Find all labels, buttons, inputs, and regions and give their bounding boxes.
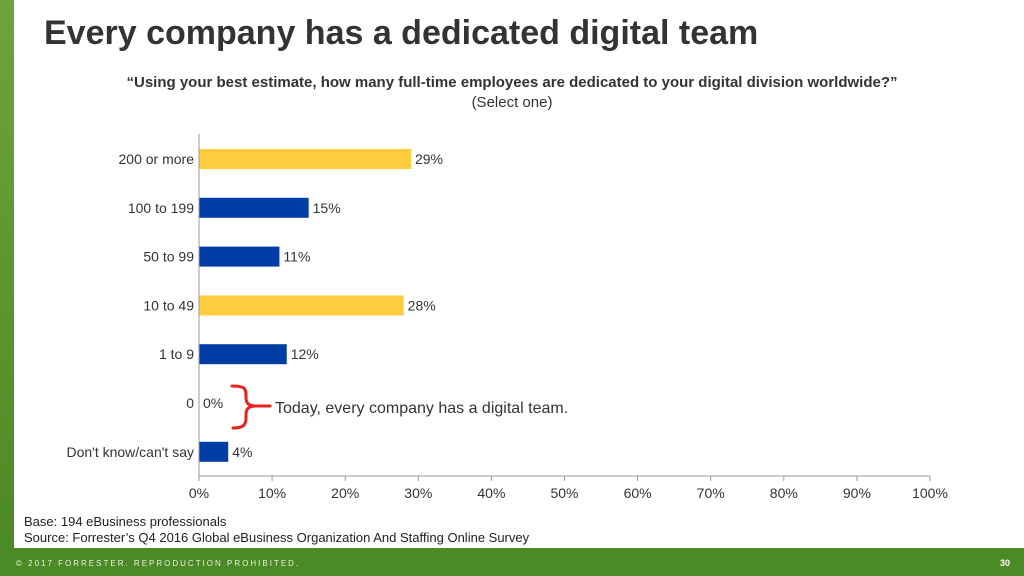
bar-4 xyxy=(199,344,287,365)
base-note: Base: 194 eBusiness professionals xyxy=(24,514,227,529)
category-label: 50 to 99 xyxy=(143,249,194,265)
footer-bar: © 2017 FORRESTER. REPRODUCTION PROHIBITE… xyxy=(0,548,1024,576)
x-tick-label: 90% xyxy=(843,485,871,501)
x-tick-label: 30% xyxy=(404,485,432,501)
value-label: 28% xyxy=(408,297,436,313)
value-label: 12% xyxy=(291,346,319,362)
category-label: 100 to 199 xyxy=(128,200,194,216)
category-label: 1 to 9 xyxy=(159,346,194,362)
category-label: 10 to 49 xyxy=(143,297,194,313)
x-tick-label: 100% xyxy=(912,485,948,501)
bar-6 xyxy=(199,441,229,462)
copyright-text: © 2017 FORRESTER. REPRODUCTION PROHIBITE… xyxy=(16,559,301,568)
page-number: 30 xyxy=(999,558,1010,568)
value-label: 4% xyxy=(232,444,252,460)
x-tick-label: 10% xyxy=(258,485,286,501)
bar-1 xyxy=(199,197,309,218)
bar-chart: 200 or more 29% 100 to 199 15% 50 to 99 11% 10… xyxy=(66,134,948,501)
category-label: Don't know/can't say xyxy=(66,444,194,460)
notes: Base: 194 eBusiness professionals Source… xyxy=(24,514,529,546)
x-tick-label: 50% xyxy=(550,485,578,501)
bars-layer xyxy=(199,149,411,462)
x-tick-label: 70% xyxy=(697,485,725,501)
left-accent-bar xyxy=(0,0,14,548)
bar-3 xyxy=(199,295,404,316)
red-brace-annotation-icon xyxy=(230,384,272,430)
x-tick-label: 20% xyxy=(331,485,359,501)
value-label: 0% xyxy=(203,395,223,411)
survey-question: “Using your best estimate, how many full… xyxy=(126,74,898,91)
x-tick-label: 40% xyxy=(477,485,505,501)
x-tick-label: 0% xyxy=(189,485,209,501)
bar-2 xyxy=(199,246,280,267)
x-tick-label: 60% xyxy=(624,485,652,501)
survey-instruction: (Select one) xyxy=(471,94,553,111)
value-label: 15% xyxy=(313,200,341,216)
labels-layer: 200 or more 29% 100 to 199 15% 50 to 99 11% 10… xyxy=(66,151,443,460)
source-note: Source: Forrester’s Q4 2016 Global eBusi… xyxy=(24,530,530,545)
slide-title: Every company has a dedicated digital te… xyxy=(44,14,759,52)
category-label: 200 or more xyxy=(119,151,195,167)
x-tick-label: 80% xyxy=(770,485,798,501)
bar-0 xyxy=(199,149,411,169)
value-label: 11% xyxy=(283,249,310,265)
x-ticks-layer: 0% 10% 20% 30% 40% 50% 60% 70% 80% 90% 100% xyxy=(189,476,948,501)
value-label: 29% xyxy=(415,151,443,167)
category-label: 0 xyxy=(186,395,194,411)
annotation-text: Today, every company has a digital team. xyxy=(275,400,568,417)
